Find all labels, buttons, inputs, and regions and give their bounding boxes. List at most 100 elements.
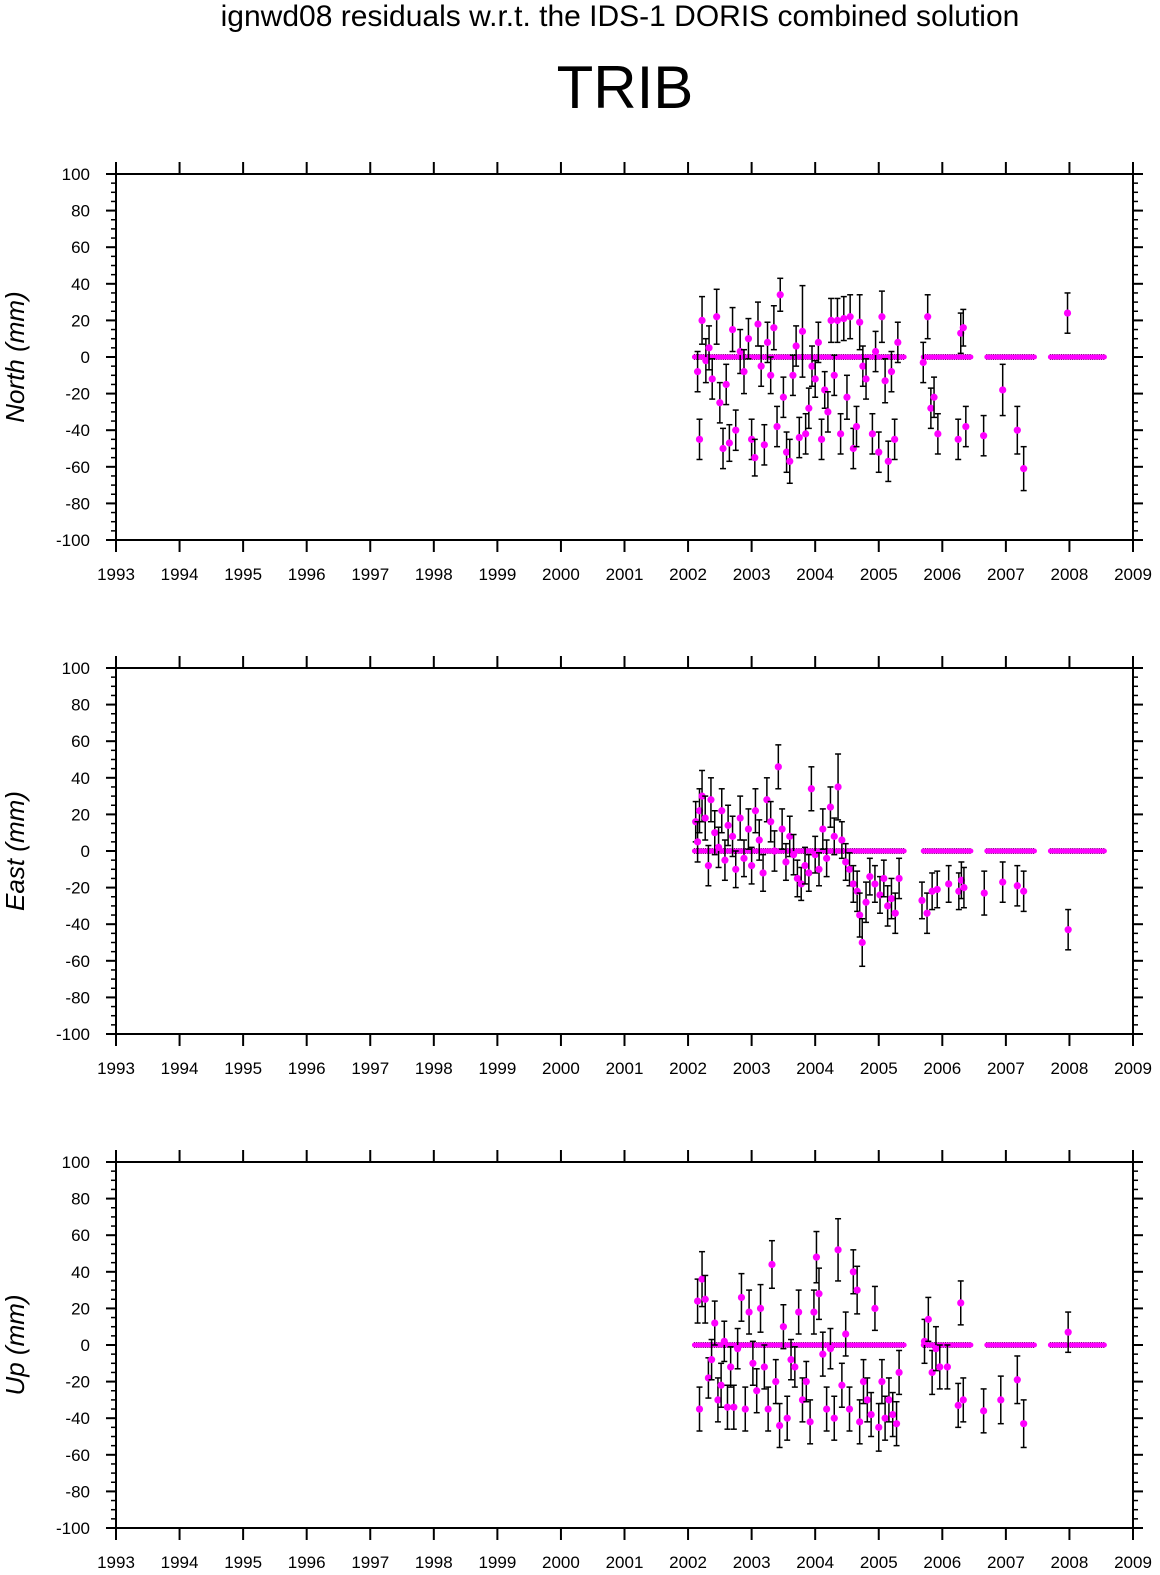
data-point (753, 1387, 761, 1395)
data-point (708, 375, 716, 383)
data-point (878, 313, 886, 321)
data-point (714, 843, 723, 851)
data-point (980, 889, 988, 897)
data-point (770, 847, 779, 855)
x-tick-label: 1997 (351, 1553, 389, 1572)
data-point (842, 858, 850, 866)
y-tick-label: 80 (71, 1190, 90, 1209)
data-point (838, 836, 846, 844)
data-point (980, 432, 988, 440)
data-point (997, 1396, 1005, 1404)
data-point (807, 785, 815, 793)
data-point (826, 803, 835, 811)
data-point (856, 911, 864, 919)
x-tick-label: 1993 (97, 1059, 135, 1078)
data-point (814, 338, 822, 346)
data-point (718, 807, 726, 815)
data-point (805, 869, 813, 877)
data-point (878, 1378, 886, 1386)
data-point (885, 1396, 893, 1404)
data-point (954, 1401, 962, 1409)
data-point (933, 885, 941, 894)
data-point (695, 1405, 704, 1413)
y-tick-label: -100 (56, 531, 90, 550)
y-tick-label: 80 (71, 202, 90, 221)
data-point (826, 1345, 835, 1353)
data-point (827, 316, 835, 324)
data-point (701, 1295, 709, 1303)
data-point (755, 836, 763, 844)
x-tick-label: 2005 (860, 565, 898, 584)
data-point (999, 386, 1007, 394)
data-point (751, 807, 760, 815)
x-tick-label: 2007 (987, 565, 1025, 584)
x-tick-label: 2009 (1114, 1059, 1152, 1078)
y-tick-label: -100 (56, 1519, 90, 1538)
x-tick-label: 2002 (669, 565, 707, 584)
data-point (782, 448, 791, 456)
data-point (744, 825, 753, 833)
north-panel: 100 80 60 40 20 0 -20 -40 -60 -80 -100 1993 1994 1995… (0, 162, 1152, 584)
data-point (924, 1315, 932, 1323)
data-point (932, 1345, 940, 1353)
plot-frame (115, 173, 1134, 541)
data-point (787, 1356, 795, 1364)
data-point (811, 375, 819, 383)
data-point (724, 821, 732, 829)
data-point (858, 938, 866, 947)
data-point (773, 422, 781, 431)
data-point (797, 880, 805, 888)
data-point (801, 862, 809, 870)
data-point (713, 313, 721, 321)
y-tick-label: -60 (65, 1446, 90, 1465)
data-point (775, 1421, 784, 1430)
data-point (846, 313, 854, 321)
x-tick-label: 2001 (606, 565, 644, 584)
data-point (740, 368, 748, 376)
data-point (779, 1323, 788, 1331)
data-point (714, 1396, 722, 1404)
y-tick-label: 100 (62, 1153, 90, 1172)
x-tick-label: 1996 (288, 565, 326, 584)
y-tick-label: -20 (65, 879, 90, 898)
y-tick-label: -40 (65, 1409, 90, 1428)
y-tick-label: -60 (65, 952, 90, 971)
x-tick-label: 2003 (733, 1059, 771, 1078)
data-point (856, 318, 864, 326)
x-tick-label: 2002 (669, 1553, 707, 1572)
y-tick-label: 20 (71, 805, 90, 824)
data-point (887, 894, 896, 903)
data-point (749, 1359, 757, 1367)
data-point (884, 902, 892, 910)
data-point (719, 444, 727, 453)
x-tick-label: 2003 (733, 1553, 771, 1572)
data-point (819, 825, 827, 833)
data-point (875, 448, 883, 456)
x-tick-label: 1999 (478, 565, 516, 584)
y-tick-label: -100 (56, 1025, 90, 1044)
x-tick-label: 2005 (860, 1059, 898, 1078)
east-panel: 100 80 60 40 20 0 -20 -40 -60 -80 -100 1993 1994 1995… (0, 656, 1152, 1078)
data-point (815, 865, 823, 873)
data-point (960, 884, 968, 892)
x-tick-label: 1996 (288, 1059, 326, 1078)
x-tick-label: 1995 (224, 1059, 262, 1078)
data-point (748, 435, 756, 443)
data-point (716, 399, 724, 407)
data-point (838, 1381, 846, 1389)
data-point (817, 435, 826, 443)
data-point (884, 457, 892, 465)
x-tick-label: 2004 (796, 1553, 834, 1572)
data-point (730, 1403, 738, 1411)
data-point (772, 1378, 780, 1386)
data-point (889, 1410, 897, 1419)
data-point (842, 1330, 850, 1338)
data-point (859, 1378, 868, 1386)
x-tick-label: 2008 (1051, 1553, 1089, 1572)
plot-frame (115, 667, 1134, 1035)
data-point (748, 862, 756, 870)
x-tick-label: 1998 (415, 1553, 453, 1572)
data-point (852, 422, 861, 431)
data-point (823, 1405, 831, 1413)
data-point (1020, 465, 1028, 473)
